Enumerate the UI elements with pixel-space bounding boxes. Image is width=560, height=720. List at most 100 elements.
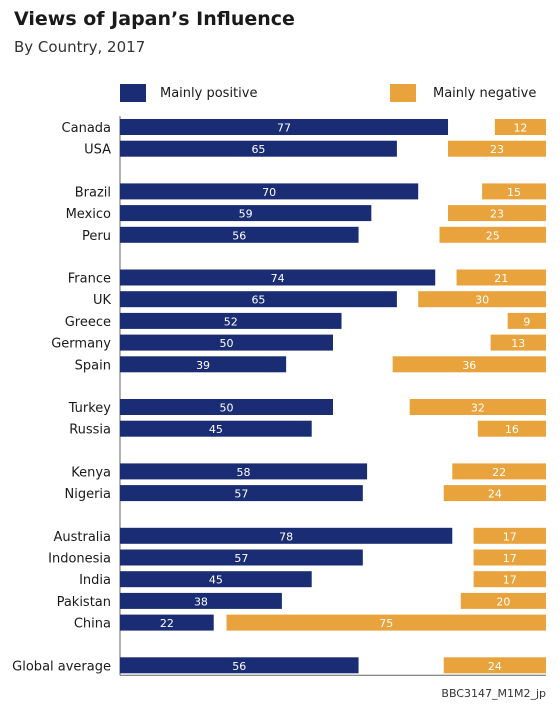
bar-negative-germany [490,334,546,351]
value-label-negative-australia: 17 [503,530,517,543]
category-label-indonesia: Indonesia [48,552,111,567]
bar-positive-uk [120,291,397,308]
value-label-negative-brazil: 15 [507,186,521,199]
value-label-negative-russia: 16 [505,423,519,436]
value-label-negative-india: 17 [503,574,517,587]
chart-title: Views of Japan’s Influence [14,8,295,30]
value-label-positive-global-average: 56 [232,660,246,673]
category-label-australia: Australia [53,530,111,545]
bar-positive-russia [120,420,312,437]
value-label-negative-france: 21 [494,272,508,285]
value-label-negative-canada: 12 [513,122,527,135]
value-label-positive-china: 22 [160,617,174,630]
legend-label-positive: Mainly positive [160,86,257,101]
value-label-negative-spain: 36 [462,359,476,372]
bar-negative-france [456,269,546,286]
bar-negative-greece [507,312,546,329]
value-label-positive-france: 74 [271,272,285,285]
value-label-negative-turkey: 32 [471,402,485,415]
value-label-positive-canada: 77 [277,122,291,135]
value-label-positive-kenya: 58 [237,466,251,479]
legend-label-negative: Mainly negative [433,86,536,101]
category-label-global-average: Global average [12,659,111,674]
value-label-positive-turkey: 50 [220,402,234,415]
bar-positive-canada [120,119,449,135]
category-label-brazil: Brazil [75,185,111,200]
value-label-negative-greece: 9 [523,315,530,328]
bar-positive-brazil [120,183,419,200]
bar-positive-turkey [120,399,333,415]
bar-positive-greece [120,312,342,329]
bar-negative-china [226,614,546,631]
category-label-turkey: Turkey [68,401,112,416]
bar-negative-india [473,571,546,588]
bar-negative-canada [494,119,546,135]
bar-positive-spain [120,356,287,373]
value-label-positive-usa: 65 [251,143,265,156]
legend-swatch-negative [390,84,416,102]
value-label-positive-peru: 56 [232,229,246,242]
chart-subtitle: By Country, 2017 [14,38,146,56]
bar-positive-usa [120,140,397,157]
value-label-negative-germany: 13 [511,337,525,350]
bar-negative-turkey [409,399,546,415]
bar-positive-india [120,571,312,588]
value-label-positive-australia: 78 [279,530,293,543]
value-label-positive-uk: 65 [251,294,265,307]
category-label-greece: Greece [65,315,111,330]
category-label-nigeria: Nigeria [64,487,111,502]
category-label-russia: Russia [69,423,111,438]
category-label-germany: Germany [51,337,111,352]
category-label-canada: Canada [62,121,111,136]
value-label-positive-india: 45 [209,574,223,587]
bar-negative-russia [477,420,546,437]
bar-positive-nigeria [120,485,363,502]
value-label-positive-brazil: 70 [262,186,276,199]
category-label-uk: UK [93,293,112,308]
category-label-kenya: Kenya [71,465,111,480]
bar-positive-france [120,269,436,286]
bar-positive-kenya [120,463,368,480]
value-label-positive-germany: 50 [220,337,234,350]
value-label-negative-china: 75 [379,617,393,630]
bar-negative-pakistan [460,592,546,609]
value-label-positive-nigeria: 57 [234,488,248,501]
bar-positive-indonesia [120,549,363,566]
category-label-mexico: Mexico [66,207,111,222]
bar-negative-uk [418,291,546,308]
value-label-positive-indonesia: 57 [234,552,248,565]
bar-positive-peru [120,226,359,243]
value-label-positive-greece: 52 [224,315,238,328]
bar-positive-germany [120,334,333,351]
value-label-negative-nigeria: 24 [488,488,502,501]
category-label-china: China [74,617,111,632]
value-label-negative-uk: 30 [475,294,489,307]
value-label-positive-russia: 45 [209,423,223,436]
bar-positive-global-average [120,657,359,674]
category-label-pakistan: Pakistan [57,595,111,610]
value-label-negative-usa: 23 [490,143,504,156]
value-label-positive-pakistan: 38 [194,595,208,608]
bar-negative-indonesia [473,549,546,566]
source-code-label: BBC3147_M1M2_jp [441,687,546,700]
value-label-negative-pakistan: 20 [496,595,510,608]
value-label-negative-mexico: 23 [490,208,504,221]
value-label-negative-peru: 25 [486,229,500,242]
bar-negative-global-average [443,657,546,674]
bar-negative-peru [439,226,546,243]
value-label-negative-kenya: 22 [492,466,506,479]
bar-positive-australia [120,527,453,544]
category-label-india: India [79,573,111,588]
bar-positive-pakistan [120,592,282,609]
legend-swatch-positive [120,84,146,102]
category-label-peru: Peru [82,229,111,244]
bar-negative-mexico [448,205,546,222]
bar-negative-australia [473,527,546,544]
bar-positive-mexico [120,205,372,222]
bar-negative-spain [392,356,546,373]
value-label-positive-spain: 39 [196,359,210,372]
bar-negative-nigeria [443,485,546,502]
bar-positive-china [120,614,214,631]
value-label-negative-indonesia: 17 [503,552,517,565]
